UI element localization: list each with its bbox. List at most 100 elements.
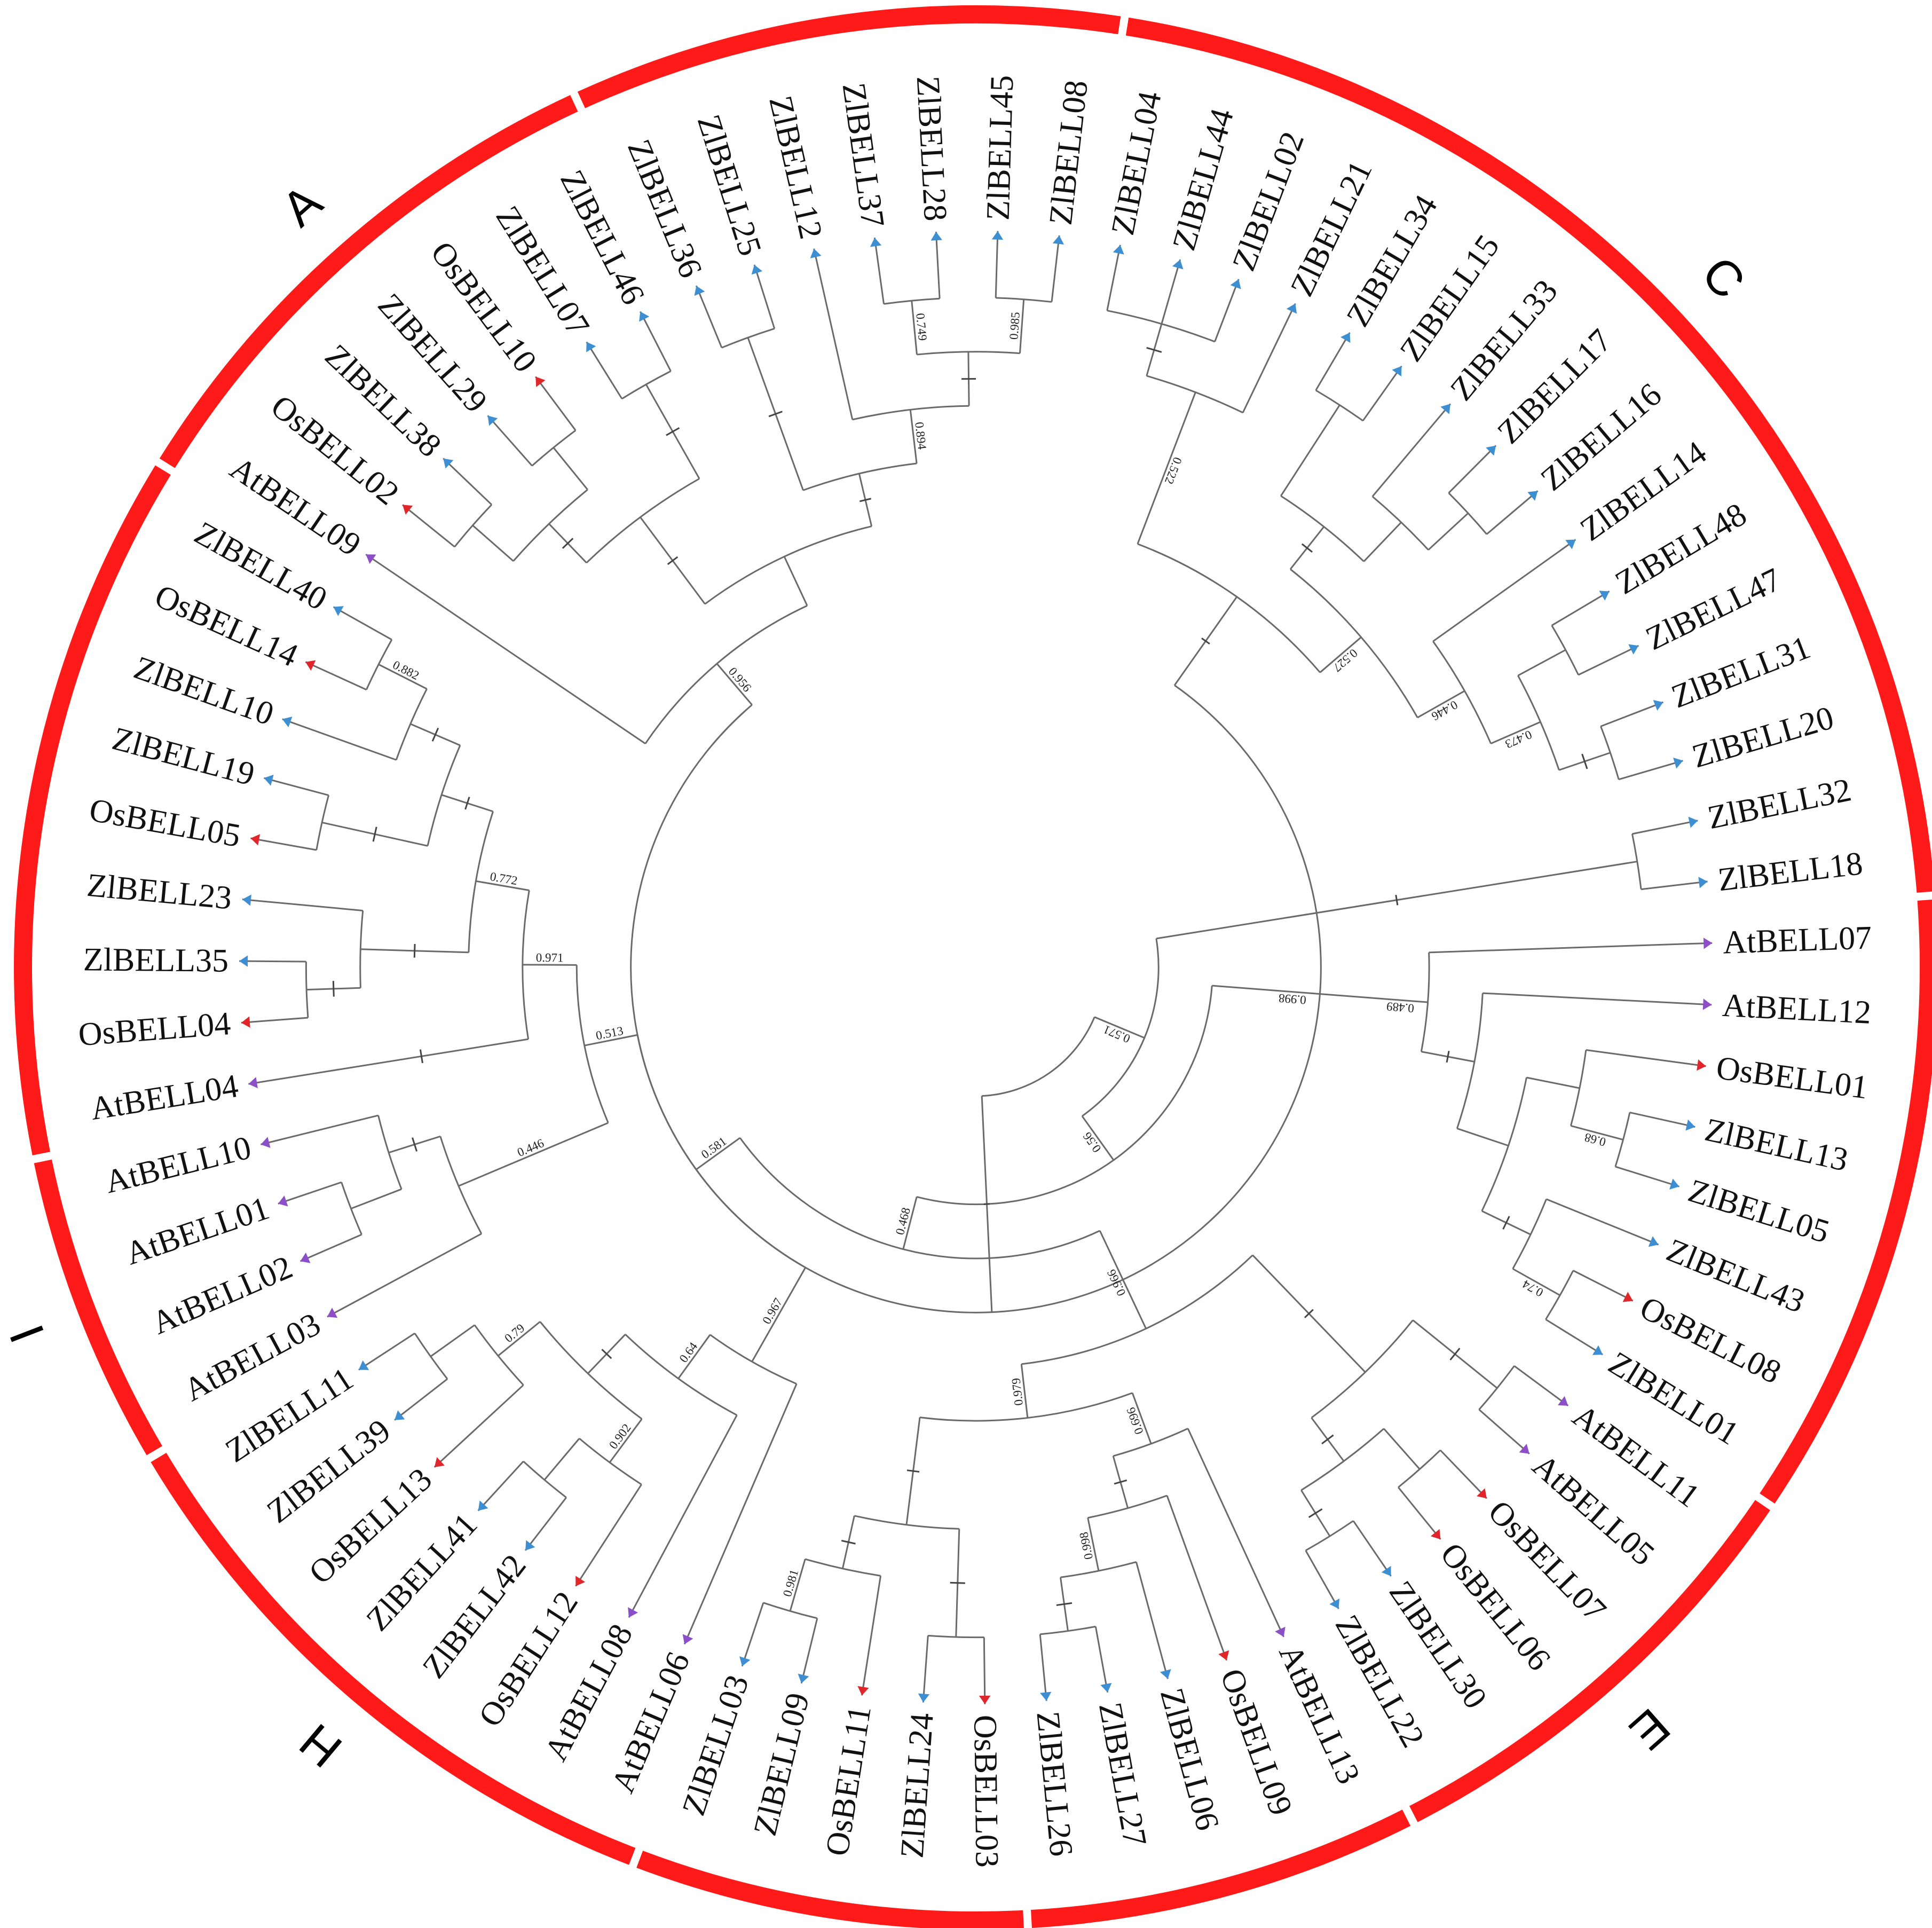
support-tick [906, 1469, 920, 1473]
branch-radial [677, 1334, 711, 1379]
leaf-arrow-icon [395, 1410, 405, 1420]
clade-arc [636, 1851, 1024, 1928]
leaf-arrow-icon [403, 505, 413, 515]
branch-radial [1363, 522, 1402, 562]
support-value: 0.985 [1007, 311, 1022, 340]
support-tick [984, 1203, 990, 1205]
support-tick [859, 498, 872, 502]
leaf-arrow-icon [1052, 235, 1064, 245]
branch-radial [443, 458, 492, 506]
leaf-arrow-icon [1565, 539, 1576, 549]
support-value: 0.971 [536, 951, 564, 964]
branch-radial [305, 661, 367, 691]
branch-radial [695, 285, 723, 348]
support-tick [412, 1137, 418, 1152]
branch-arc [1448, 492, 1488, 535]
leaf-arrow-icon [333, 606, 344, 616]
branch-radial [1491, 721, 1541, 744]
clade-letter: J [0, 772, 4, 806]
branch-radial [1629, 1112, 1696, 1128]
leaf-arrow-icon [628, 1607, 638, 1618]
leaf-arrow-icon [1698, 877, 1708, 888]
support-tick [1581, 753, 1588, 769]
support-tick [841, 1539, 856, 1545]
leaf-arrow-icon [250, 834, 261, 846]
branch-radial [783, 556, 808, 606]
clade-arc [151, 1452, 636, 1865]
leaf-arrow-icon [1599, 591, 1610, 601]
support-tick [1502, 1216, 1510, 1230]
branch-radial [1214, 279, 1240, 342]
branch-radial [299, 1233, 362, 1262]
support-value: 0.68 [1583, 1130, 1607, 1149]
branch-radial [1352, 1520, 1392, 1577]
leaf-arrow-icon [1697, 1059, 1706, 1071]
branch-radial [1161, 259, 1181, 325]
branch-arc [1146, 375, 1243, 414]
branch-radial [1131, 1392, 1152, 1444]
branch-radial [628, 1414, 738, 1618]
support-tick [464, 797, 470, 810]
leaf-arrow-icon [300, 1253, 311, 1263]
leaf-arrow-icon [1628, 644, 1639, 655]
branch-radial [1439, 1449, 1487, 1499]
leaf-arrow-icon [1172, 259, 1184, 270]
leaf-arrow-icon [525, 1540, 535, 1551]
branch-arc [377, 1115, 403, 1190]
support-value: 0.56 [1081, 1130, 1104, 1155]
leaf-label: ZlBELL09 [747, 1689, 817, 1839]
branch-arc [852, 405, 969, 421]
branch-arc [395, 688, 428, 760]
branch-radial [1512, 1268, 1560, 1296]
leaf-label: OsBELL01 [1714, 1050, 1870, 1106]
branch-arc [531, 429, 577, 467]
branch-radial [1551, 591, 1610, 626]
leaf-label: OsBELL04 [77, 1005, 232, 1053]
leaf-arrow-icon [1622, 1292, 1633, 1302]
branch-radial [873, 237, 885, 304]
leaf-arrow-icon [535, 376, 546, 387]
clade-letter: H [290, 1713, 352, 1778]
branch-radial [1478, 1408, 1530, 1454]
support-value: 0.79 [502, 1321, 527, 1345]
branch-arc [1107, 310, 1216, 343]
leaf-arrow-icon [798, 1673, 809, 1683]
leaf-label: AtBELL07 [1722, 919, 1872, 961]
branch-radial [683, 1383, 798, 1645]
leaf-arrow-icon [1329, 1598, 1339, 1609]
branch-arc [316, 795, 330, 851]
branch-arc [512, 489, 588, 562]
leaf-label: ZlBELL28 [910, 75, 954, 222]
branch-arc [1481, 1077, 1527, 1211]
branch-arc [1456, 993, 1484, 1129]
leaf-label: ZlBELL19 [108, 720, 258, 793]
leaf-arrow-icon [1113, 245, 1124, 255]
leaf-label: ZlBELL44 [1166, 105, 1241, 254]
leaf-label: AtBELL04 [88, 1068, 241, 1127]
branch-arc [523, 1460, 567, 1498]
branch-radial [430, 1324, 475, 1357]
clade-letter: D [1928, 1205, 1932, 1253]
branch-radial [800, 1618, 818, 1684]
leaf-label: ZlBELL02 [1226, 127, 1312, 276]
support-tick [1395, 894, 1399, 906]
branch-arc [454, 504, 493, 548]
leaf-arrow-icon [1340, 332, 1351, 343]
branch-radial [524, 1497, 567, 1551]
support-tick [1321, 1434, 1334, 1445]
leaf-arrow-icon [918, 1693, 930, 1703]
branch-arc [359, 910, 364, 988]
support-tick [1449, 1348, 1461, 1361]
branch-arc [739, 1137, 1100, 1260]
branch-radial [741, 1602, 764, 1667]
leaf-arrow-icon [239, 955, 248, 967]
branch-radial [241, 1017, 309, 1024]
branch-radial [333, 606, 392, 641]
branch-radial [498, 1321, 541, 1357]
support-value: 0.894 [912, 421, 929, 451]
leaf-arrow-icon [487, 415, 498, 426]
branch-radial [378, 664, 428, 690]
branch-radial [609, 1418, 643, 1463]
leaf-arrow-icon [1648, 1236, 1659, 1247]
